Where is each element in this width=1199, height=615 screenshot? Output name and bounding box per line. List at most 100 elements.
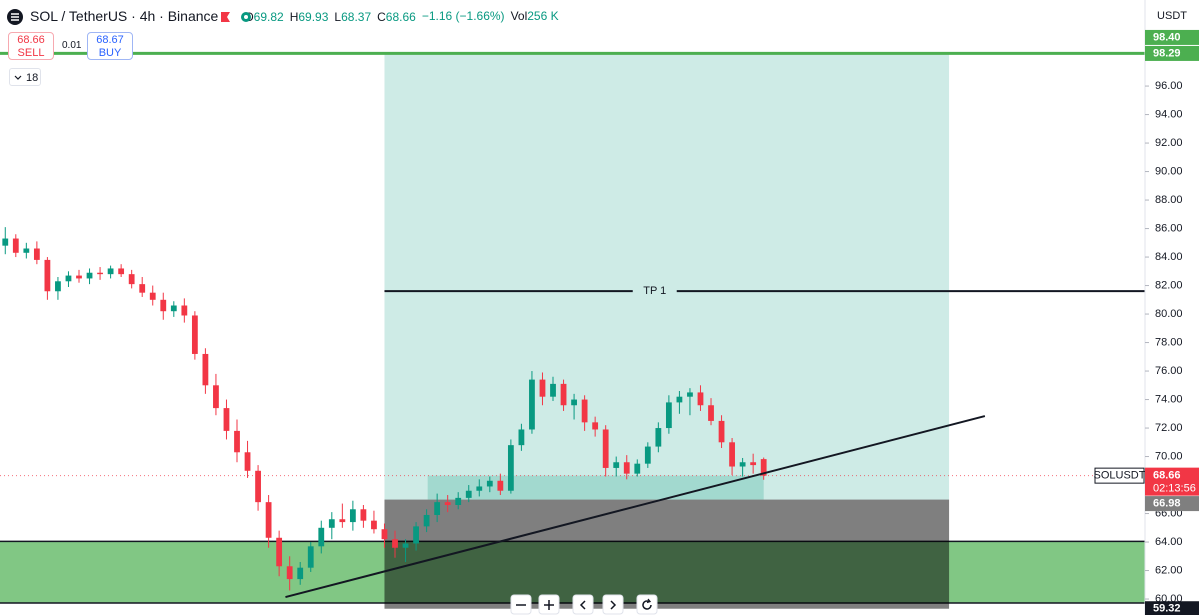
ohlc-key: L [334,10,342,24]
symbol-tag: SOLUSDT [1094,470,1146,482]
sell-button[interactable]: 68.66 SELL [8,32,54,60]
candle-body [44,259,51,292]
candle-body [286,566,293,580]
candle-body [318,527,325,547]
candle-body [223,408,230,431]
candle-body [265,502,272,538]
candle-body [560,383,567,406]
loss-zone [384,499,950,609]
y-tick-label: 78.00 [1155,336,1183,348]
profit-zone [384,53,950,500]
y-tick-label: 74.00 [1155,393,1183,405]
candle-body [107,268,114,275]
ohlc-item: H69.93 [290,10,329,24]
candle-body [360,509,367,521]
candle-body [297,567,304,580]
candle-body [86,272,93,279]
trendline [285,415,986,599]
candle-body [665,402,672,429]
candle-body [328,519,335,528]
chevron-icon [14,75,22,80]
y-tick-label: 72.00 [1155,422,1183,434]
ohlc-item: L68.37 [334,10,371,24]
ohlc-key: H [289,10,299,24]
candle-body [718,420,725,443]
y-tick-label: 70.00 [1155,450,1183,462]
candle-body [170,305,177,312]
candle-body [12,238,19,253]
symbol-icon [7,9,23,25]
spread: 0.01 [62,40,82,51]
target-price-label: 98.29 [1153,47,1181,59]
candle-body [139,284,146,293]
candle-body [760,459,767,476]
volume-label: Vol [510,9,528,23]
reset-chart[interactable] [636,594,658,615]
candle-body [349,509,356,523]
candle-body [2,238,9,246]
scroll-right[interactable] [602,594,624,615]
change: −1.16 (−1.66%) [421,9,505,23]
sell-label: SELL [17,47,45,59]
countdown: 02:13:56 [1153,483,1196,495]
y-tick-label: 76.00 [1155,365,1183,377]
zoom-in[interactable] [538,594,560,615]
ohlc-value: 69.82 [253,10,284,24]
candle-body [708,405,714,421]
candle-body [402,543,409,548]
y-tick-label: 94.00 [1155,108,1183,120]
candle-body [128,274,135,285]
entry-price-box [1145,496,1199,512]
ohlc-key: C [377,10,386,24]
candle-body [276,537,283,567]
currency[interactable]: USDT [1157,10,1187,22]
candle-body [371,520,377,530]
y-tick-label: 80.00 [1155,308,1183,320]
y-tick-label: 62.00 [1155,564,1183,576]
y-tick-label: 92.00 [1155,137,1183,149]
candle-body [697,392,704,406]
entry-price-label: 66.98 [1153,497,1181,509]
candle-body [118,268,125,275]
candle-body [413,526,419,544]
candle-body [423,514,430,527]
zoom-toolbar [510,594,658,615]
candle-body [202,353,209,386]
candle-body [455,497,462,505]
candle-body [739,462,746,467]
sell-price: 68.66 [17,34,45,46]
price-axis-bg [1145,0,1199,615]
y-tick-label: 64.00 [1155,536,1183,548]
candle-body [623,462,630,474]
tp-label: TP 1 [643,285,666,297]
candle-body [476,486,483,491]
indicator-count: 18 [26,72,39,84]
flag-icon[interactable] [219,11,231,23]
candle-body [465,490,472,498]
buy-button[interactable]: 68.67 BUY [87,32,133,60]
candle-body [381,529,388,540]
candle-body [392,539,398,548]
price-label-label: 98.40 [1153,31,1181,43]
candle-body [244,452,251,471]
y-tick-label: 84.00 [1155,251,1183,263]
zoom-out[interactable] [510,594,532,615]
candle-body [97,272,103,275]
candle-body [750,462,757,466]
candle-body [613,462,620,468]
last-price-label: 68.66 [1153,470,1181,482]
candle-body [644,446,651,464]
candle-body [23,248,30,253]
candle-body [497,480,504,491]
scroll-left[interactable] [572,594,594,615]
volume-value: 256 K [527,9,559,23]
candle-body [518,429,525,446]
symbol[interactable]: SOL / TetherUS · 4h · Binance [30,8,219,24]
buy-label: BUY [98,47,122,59]
candle-body [550,383,556,397]
candle-body [213,385,219,409]
candle-body [486,480,493,487]
candle-body [65,275,72,282]
indicator-toggle[interactable]: 18 [9,68,41,86]
y-tick-label: 96.00 [1155,80,1183,92]
